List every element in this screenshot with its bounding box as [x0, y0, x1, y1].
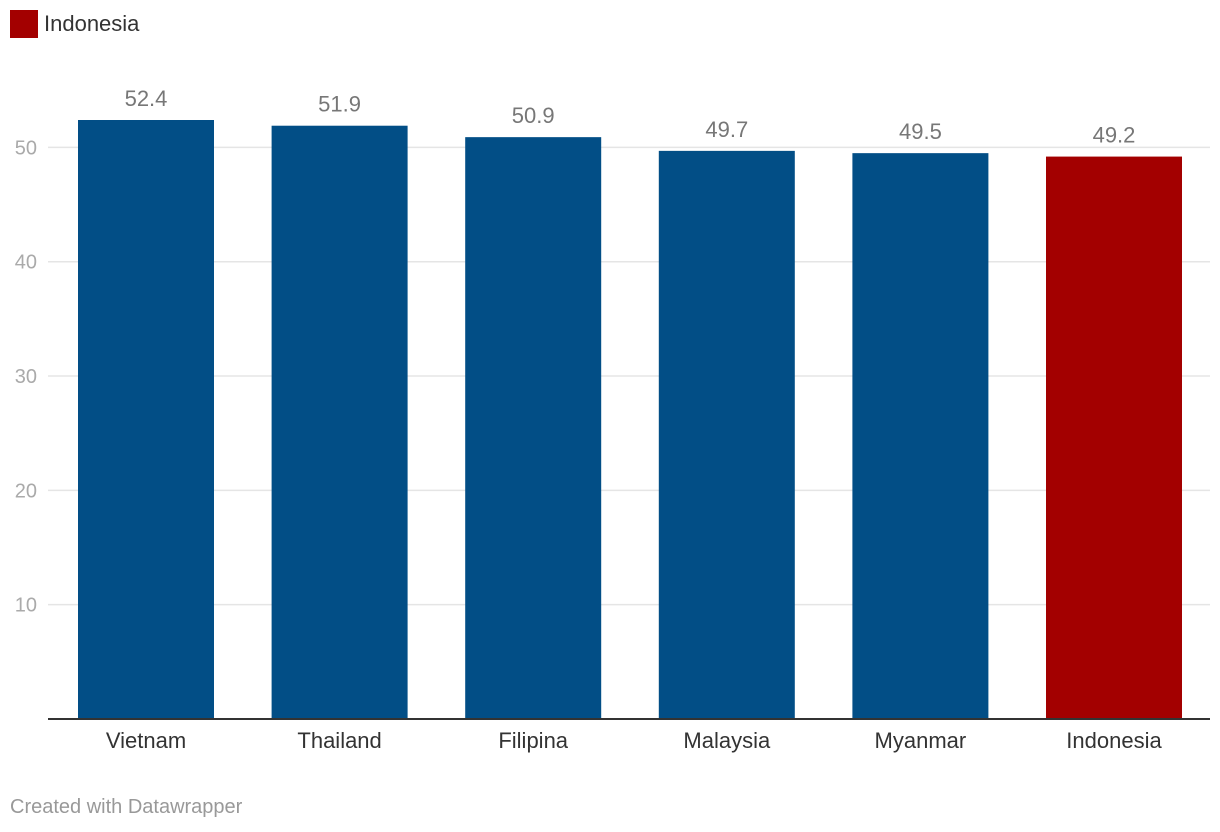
y-axis-ticks: 10 20 30 40 50 [15, 137, 37, 616]
bar-vietnam [78, 120, 214, 719]
legend-swatch [10, 10, 38, 38]
bar-indonesia [1046, 156, 1182, 720]
value-label-myanmar: 49.5 [899, 119, 942, 144]
bar-chart: 10 20 30 40 50 52.4 51.9 50.9 49.7 49.5 49.2 Viet… [15, 86, 1210, 753]
value-label-vietnam: 52.4 [125, 86, 168, 111]
y-tick-label: 40 [15, 252, 37, 274]
footer-credit: Created with Datawrapper [10, 796, 243, 818]
value-label-filipina: 50.9 [512, 103, 555, 128]
value-label-malaysia: 49.7 [705, 117, 748, 142]
y-tick-label: 10 [15, 595, 37, 617]
category-label-myanmar: Myanmar [875, 728, 967, 753]
y-tick-label: 30 [15, 366, 37, 388]
bar-malaysia [658, 150, 795, 719]
category-label-filipina: Filipina [498, 728, 568, 753]
value-labels: 52.4 51.9 50.9 49.7 49.5 49.2 [125, 86, 1136, 148]
value-label-indonesia: 49.2 [1093, 123, 1136, 148]
category-label-malaysia: Malaysia [683, 728, 771, 753]
legend: Indonesia [10, 10, 139, 38]
bar-thailand [271, 125, 408, 720]
bars [78, 120, 1182, 720]
gridlines [48, 146, 1210, 606]
x-axis-labels: Vietnam Thailand Filipina Malaysia Myanmar In… [106, 728, 1163, 753]
y-tick-label: 50 [15, 137, 37, 159]
bar-myanmar [852, 153, 989, 719]
bar-filipina [465, 137, 602, 719]
legend-label: Indonesia [44, 11, 140, 36]
y-tick-label: 20 [15, 480, 37, 502]
category-label-vietnam: Vietnam [106, 728, 186, 753]
category-label-indonesia: Indonesia [1066, 728, 1162, 753]
category-label-thailand: Thailand [297, 728, 381, 753]
value-label-thailand: 51.9 [318, 92, 361, 117]
